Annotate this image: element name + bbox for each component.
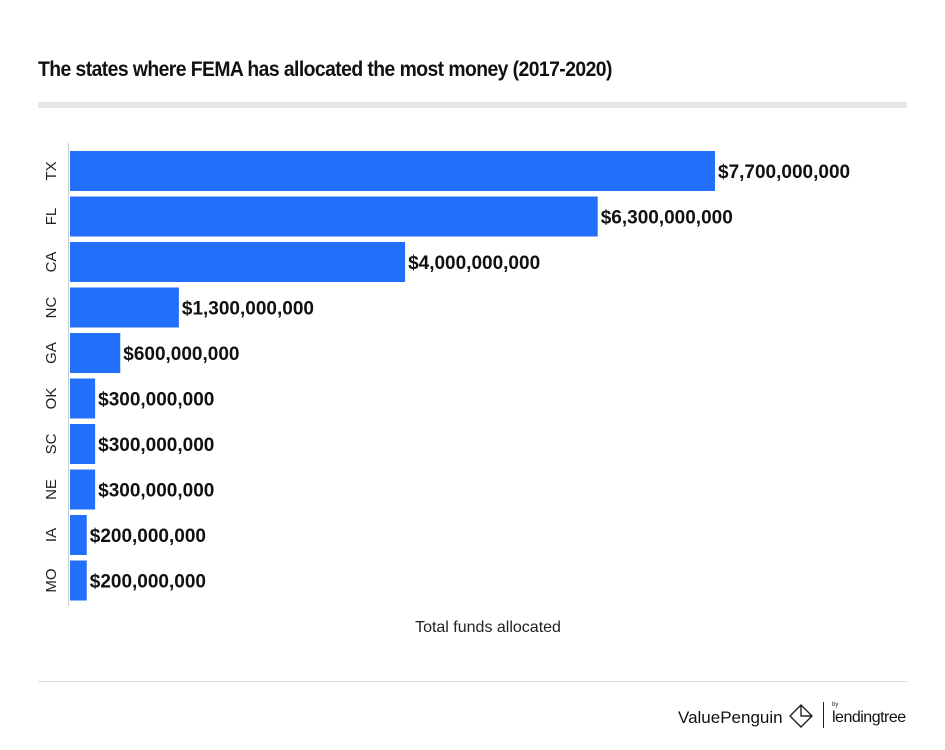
- y-tick-ia: IA: [43, 528, 60, 542]
- x-axis-label: Total funds allocated: [415, 619, 561, 636]
- logo-separator: [823, 702, 824, 728]
- bar-nc: [70, 287, 179, 328]
- data-label-ga: $600,000,000: [123, 344, 239, 365]
- bar-ca: [70, 242, 406, 282]
- bar-tx: [70, 151, 715, 191]
- data-label-ca: $4,000,000,000: [408, 253, 540, 274]
- lendingtree-logo: lendingtree: [832, 709, 906, 726]
- y-tick-ok: OK: [43, 388, 60, 410]
- penguin-logo-icon: [789, 704, 813, 728]
- data-label-ne: $300,000,000: [98, 481, 214, 502]
- data-label-tx: $7,700,000,000: [718, 162, 850, 183]
- bar-ia: [70, 515, 87, 555]
- bar-ok: [70, 378, 96, 419]
- bar-fl: [70, 196, 598, 237]
- data-label-fl: $6,300,000,000: [601, 208, 733, 229]
- y-tick-mo: MO: [43, 568, 60, 592]
- bar-ne: [70, 469, 96, 510]
- y-tick-ga: GA: [43, 342, 60, 364]
- bar-sc: [70, 424, 96, 464]
- y-tick-sc: SC: [43, 433, 60, 454]
- bar-mo: [70, 560, 87, 601]
- chart-title: The states where FEMA has allocated the …: [38, 58, 612, 81]
- data-label-nc: $1,300,000,000: [182, 299, 314, 320]
- data-label-ok: $300,000,000: [98, 390, 214, 411]
- y-tick-nc: NC: [43, 297, 60, 319]
- title-divider: [38, 102, 907, 108]
- footer-divider: [38, 681, 907, 682]
- y-tick-ne: NE: [43, 479, 60, 500]
- y-tick-tx: TX: [43, 161, 60, 180]
- bar-chart: $7,700,000,000 TX $6,300,000,000 FL $4,000,0…: [43, 143, 850, 606]
- bar-ga: [70, 333, 121, 373]
- data-label-mo: $200,000,000: [90, 572, 206, 593]
- valuepenguin-logo: ValuePenguin: [678, 708, 783, 727]
- y-tick-ca: CA: [43, 252, 60, 273]
- partner-by: by: [832, 702, 839, 708]
- y-tick-fl: FL: [43, 208, 60, 226]
- data-label-ia: $200,000,000: [90, 526, 206, 547]
- data-label-sc: $300,000,000: [98, 435, 214, 456]
